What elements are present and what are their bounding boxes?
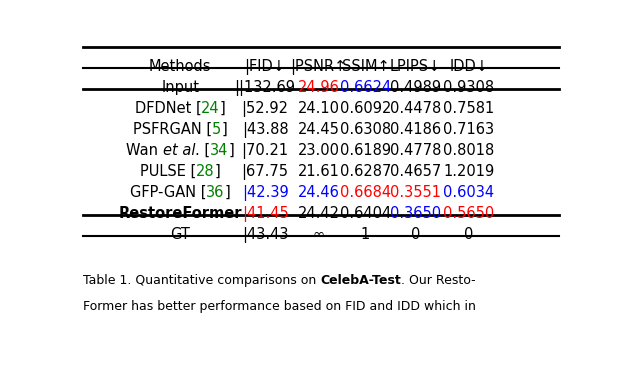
Text: PSFRGAN [: PSFRGAN [ — [133, 122, 212, 137]
Text: |67.75: |67.75 — [242, 164, 289, 180]
Text: 24.46: 24.46 — [297, 185, 339, 200]
Text: ]: ] — [215, 164, 220, 179]
Text: 0.6189: 0.6189 — [340, 143, 391, 158]
Text: 0.4657: 0.4657 — [390, 164, 441, 179]
Text: |42.39: |42.39 — [242, 185, 289, 201]
Text: 0.8018: 0.8018 — [443, 143, 495, 158]
Text: 0.4186: 0.4186 — [390, 122, 441, 137]
Text: |52.92: |52.92 — [242, 100, 289, 116]
Text: 1.2019: 1.2019 — [443, 164, 495, 179]
Text: 0.6287: 0.6287 — [340, 164, 391, 179]
Text: Former has better performance based on FID and IDD which in: Former has better performance based on F… — [83, 300, 476, 313]
Text: 0.4478: 0.4478 — [390, 101, 441, 116]
Text: 0.6404: 0.6404 — [340, 206, 391, 221]
Text: 28: 28 — [196, 164, 215, 179]
Text: |PSNR↑: |PSNR↑ — [290, 59, 347, 75]
Text: LPIPS↓: LPIPS↓ — [390, 59, 441, 74]
Text: 24.96: 24.96 — [297, 80, 339, 95]
Text: Methods: Methods — [149, 59, 212, 74]
Text: 5: 5 — [212, 122, 222, 137]
Text: 24.45: 24.45 — [297, 122, 339, 137]
Text: 24.42: 24.42 — [297, 206, 339, 221]
Text: 0.4778: 0.4778 — [390, 143, 441, 158]
Text: |70.21: |70.21 — [242, 142, 289, 158]
Text: 0.7581: 0.7581 — [443, 101, 495, 116]
Text: Wan: Wan — [126, 143, 163, 158]
Text: et al: et al — [163, 143, 195, 158]
Text: GT: GT — [170, 227, 190, 242]
Text: 34: 34 — [210, 143, 228, 158]
Text: 0: 0 — [464, 227, 473, 242]
Text: 21.61: 21.61 — [297, 164, 339, 179]
Text: 23.00: 23.00 — [297, 143, 339, 158]
Text: SSIM↑: SSIM↑ — [342, 59, 389, 74]
Text: ||132.69: ||132.69 — [235, 80, 295, 96]
Text: 0.4989: 0.4989 — [390, 80, 441, 95]
Text: CelebA-Test: CelebA-Test — [321, 275, 401, 288]
Text: 0.6684: 0.6684 — [340, 185, 391, 200]
Text: 0.3551: 0.3551 — [390, 185, 441, 200]
Text: ]: ] — [222, 122, 227, 137]
Text: 1: 1 — [361, 227, 370, 242]
Text: 0.3650: 0.3650 — [390, 206, 441, 221]
Text: |41.45: |41.45 — [242, 206, 289, 222]
Text: IDD↓: IDD↓ — [449, 59, 488, 74]
Text: |43.43: |43.43 — [242, 227, 289, 243]
Text: Table 1. Quantitative comparisons on: Table 1. Quantitative comparisons on — [83, 275, 321, 288]
Text: 0.6034: 0.6034 — [443, 185, 495, 200]
Text: 0: 0 — [411, 227, 420, 242]
Text: ]: ] — [228, 143, 234, 158]
Text: 36: 36 — [207, 185, 225, 200]
Text: |FID↓: |FID↓ — [245, 59, 285, 75]
Text: 0.6092: 0.6092 — [340, 101, 391, 116]
Text: 0.6624: 0.6624 — [340, 80, 391, 95]
Text: ∞: ∞ — [312, 227, 324, 242]
Text: 24.10: 24.10 — [297, 101, 339, 116]
Text: 24: 24 — [202, 101, 220, 116]
Text: . [: . [ — [195, 143, 210, 158]
Text: RestoreFormer: RestoreFormer — [118, 206, 242, 221]
Text: 0.5650: 0.5650 — [443, 206, 495, 221]
Text: ]: ] — [225, 185, 230, 200]
Text: Input: Input — [161, 80, 199, 95]
Text: ]: ] — [220, 101, 226, 116]
Text: 0.9308: 0.9308 — [443, 80, 495, 95]
Text: 0.7163: 0.7163 — [443, 122, 495, 137]
Text: |43.88: |43.88 — [242, 122, 289, 138]
Text: GFP-GAN [: GFP-GAN [ — [130, 185, 207, 200]
Text: PULSE [: PULSE [ — [140, 164, 196, 179]
Text: 0.6308: 0.6308 — [340, 122, 391, 137]
Text: DFDNet [: DFDNet [ — [135, 101, 202, 116]
Text: . Our Resto-: . Our Resto- — [401, 275, 476, 288]
